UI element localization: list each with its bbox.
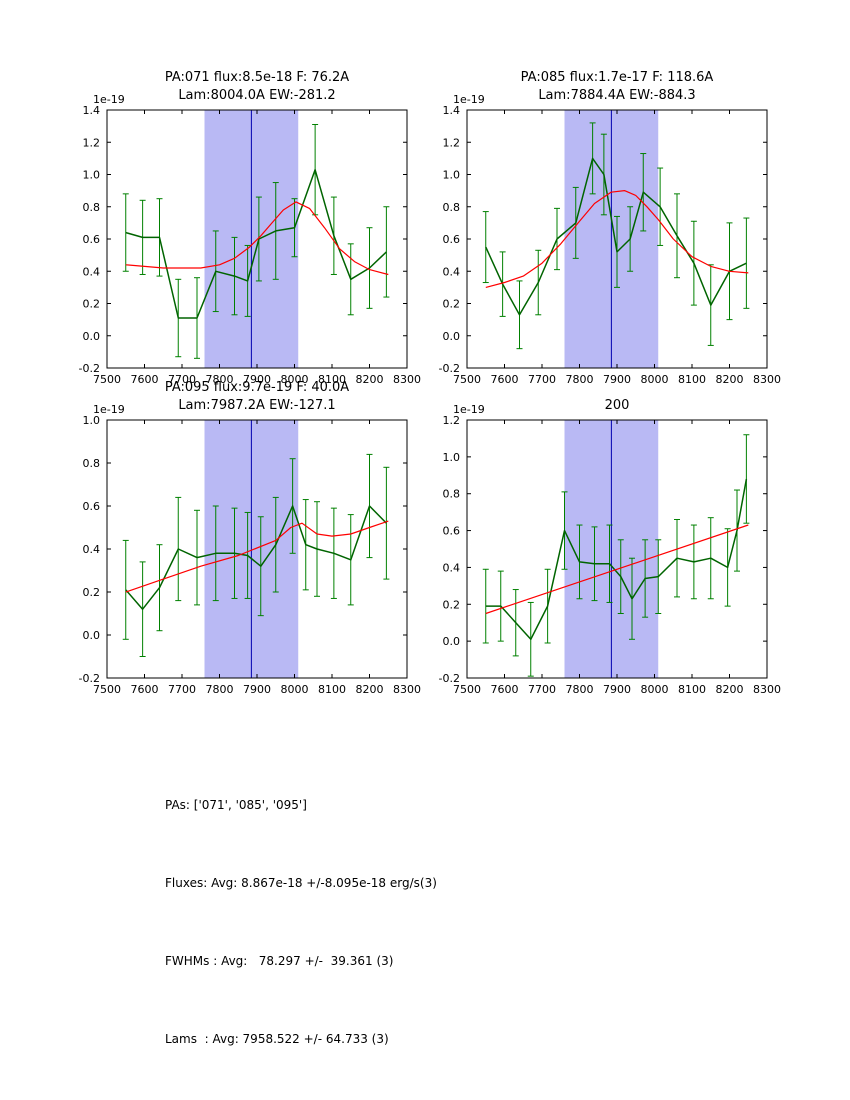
svg-text:1e-19: 1e-19 [453, 403, 485, 416]
svg-text:0.2: 0.2 [83, 298, 101, 311]
svg-text:8200: 8200 [716, 373, 744, 386]
stats-line-pas: PAs: ['071', '085', '095'] [165, 798, 307, 812]
svg-text:7500: 7500 [93, 373, 121, 386]
svg-text:1.4: 1.4 [443, 104, 461, 117]
svg-text:1.2: 1.2 [443, 414, 461, 427]
svg-text:7500: 7500 [453, 373, 481, 386]
svg-text:0.4: 0.4 [83, 543, 101, 556]
svg-text:7700: 7700 [528, 683, 556, 696]
svg-text:1.0: 1.0 [443, 451, 461, 464]
svg-text:8300: 8300 [393, 683, 421, 696]
svg-text:1e-19: 1e-19 [93, 403, 125, 416]
svg-text:0.0: 0.0 [83, 629, 101, 642]
svg-text:7900: 7900 [243, 683, 271, 696]
svg-text:8000: 8000 [281, 683, 309, 696]
svg-text:1.0: 1.0 [83, 414, 101, 427]
svg-text:8300: 8300 [753, 373, 781, 386]
svg-text:0.6: 0.6 [83, 233, 101, 246]
svg-text:8000: 8000 [281, 373, 309, 386]
svg-text:0.6: 0.6 [443, 525, 461, 538]
svg-text:7800: 7800 [206, 683, 234, 696]
svg-text:-0.2: -0.2 [439, 672, 460, 685]
svg-text:-0.2: -0.2 [439, 362, 460, 375]
svg-text:0.6: 0.6 [83, 500, 101, 513]
svg-text:8000: 8000 [641, 373, 669, 386]
svg-text:7600: 7600 [131, 683, 159, 696]
svg-text:Lam:7884.4A EW:-884.3: Lam:7884.4A EW:-884.3 [538, 88, 695, 103]
stats-line-fwhms: FWHMs : Avg: 78.297 +/- 39.361 (3) [165, 954, 394, 968]
svg-text:1.2: 1.2 [83, 136, 101, 149]
svg-text:0.2: 0.2 [83, 586, 101, 599]
svg-text:7600: 7600 [491, 683, 519, 696]
svg-text:7500: 7500 [93, 683, 121, 696]
svg-text:7600: 7600 [131, 373, 159, 386]
svg-text:-0.2: -0.2 [79, 362, 100, 375]
svg-text:0.2: 0.2 [443, 298, 461, 311]
svg-text:7700: 7700 [168, 683, 196, 696]
svg-text:8200: 8200 [716, 683, 744, 696]
svg-text:7900: 7900 [603, 683, 631, 696]
svg-text:8100: 8100 [318, 683, 346, 696]
svg-text:8100: 8100 [678, 683, 706, 696]
subplot-pa071-chart: 7500 7600 7700 7800 7900 8000 8100 8200 8300 -0.2… [79, 70, 421, 386]
svg-text:0.0: 0.0 [443, 635, 461, 648]
svg-text:8100: 8100 [318, 373, 346, 386]
svg-text:7900: 7900 [603, 373, 631, 386]
svg-text:1e-19: 1e-19 [93, 93, 125, 106]
svg-text:0.4: 0.4 [443, 561, 461, 574]
svg-text:0.0: 0.0 [83, 330, 101, 343]
svg-text:1e-19: 1e-19 [453, 93, 485, 106]
svg-text:7900: 7900 [243, 373, 271, 386]
svg-text:0.8: 0.8 [443, 488, 461, 501]
svg-text:0.4: 0.4 [83, 265, 101, 278]
svg-text:7700: 7700 [168, 373, 196, 386]
svg-text:1.0: 1.0 [83, 169, 101, 182]
svg-text:8200: 8200 [356, 373, 384, 386]
svg-text:8300: 8300 [393, 373, 421, 386]
svg-text:1.2: 1.2 [443, 136, 461, 149]
svg-text:Lam:8004.0A EW:-281.2: Lam:8004.0A EW:-281.2 [178, 88, 335, 103]
stats-line-lams: Lams : Avg: 7958.522 +/- 64.733 (3) [165, 1032, 389, 1046]
svg-text:8200: 8200 [356, 683, 384, 696]
subplot-pa085-chart: 7500 7600 7700 7800 7900 8000 8100 8200 8300 -0.2… [439, 70, 781, 386]
svg-text:0.8: 0.8 [443, 201, 461, 214]
subplot-pa095-chart: 7500 7600 7700 7800 7900 8000 8100 8200 8300 -0.2… [79, 380, 421, 696]
svg-text:8100: 8100 [678, 373, 706, 386]
svg-text:7500: 7500 [453, 683, 481, 696]
svg-text:7600: 7600 [491, 373, 519, 386]
svg-text:7800: 7800 [566, 683, 594, 696]
svg-text:7700: 7700 [528, 373, 556, 386]
svg-text:PA:095 flux:9.7e-19 F: 40.0A: PA:095 flux:9.7e-19 F: 40.0A [165, 380, 349, 395]
svg-text:0.6: 0.6 [443, 233, 461, 246]
svg-text:0.8: 0.8 [83, 457, 101, 470]
svg-text:0.2: 0.2 [443, 598, 461, 611]
svg-text:8300: 8300 [753, 683, 781, 696]
svg-text:7800: 7800 [566, 373, 594, 386]
svg-text:1.0: 1.0 [443, 169, 461, 182]
svg-text:PA:085 flux:1.7e-17 F: 118.6A: PA:085 flux:1.7e-17 F: 118.6A [521, 70, 714, 85]
stats-block: PAs: ['071', '085', '095'] Fluxes: Avg: … [165, 740, 437, 1100]
subplot-combined-chart: 7500 7600 7700 7800 7900 8000 8100 8200 8300 -0.2… [439, 398, 781, 696]
svg-text:8000: 8000 [641, 683, 669, 696]
svg-text:PA:071 flux:8.5e-18 F: 76.2A: PA:071 flux:8.5e-18 F: 76.2A [165, 70, 349, 85]
svg-text:0.8: 0.8 [83, 201, 101, 214]
stats-line-fluxes: Fluxes: Avg: 8.867e-18 +/-8.095e-18 erg/… [165, 876, 437, 890]
svg-text:Lam:7987.2A EW:-127.1: Lam:7987.2A EW:-127.1 [178, 398, 335, 413]
svg-text:7800: 7800 [206, 373, 234, 386]
svg-text:200: 200 [605, 398, 630, 413]
svg-text:-0.2: -0.2 [79, 672, 100, 685]
svg-text:1.4: 1.4 [83, 104, 101, 117]
svg-text:0.0: 0.0 [443, 330, 461, 343]
svg-text:0.4: 0.4 [443, 265, 461, 278]
